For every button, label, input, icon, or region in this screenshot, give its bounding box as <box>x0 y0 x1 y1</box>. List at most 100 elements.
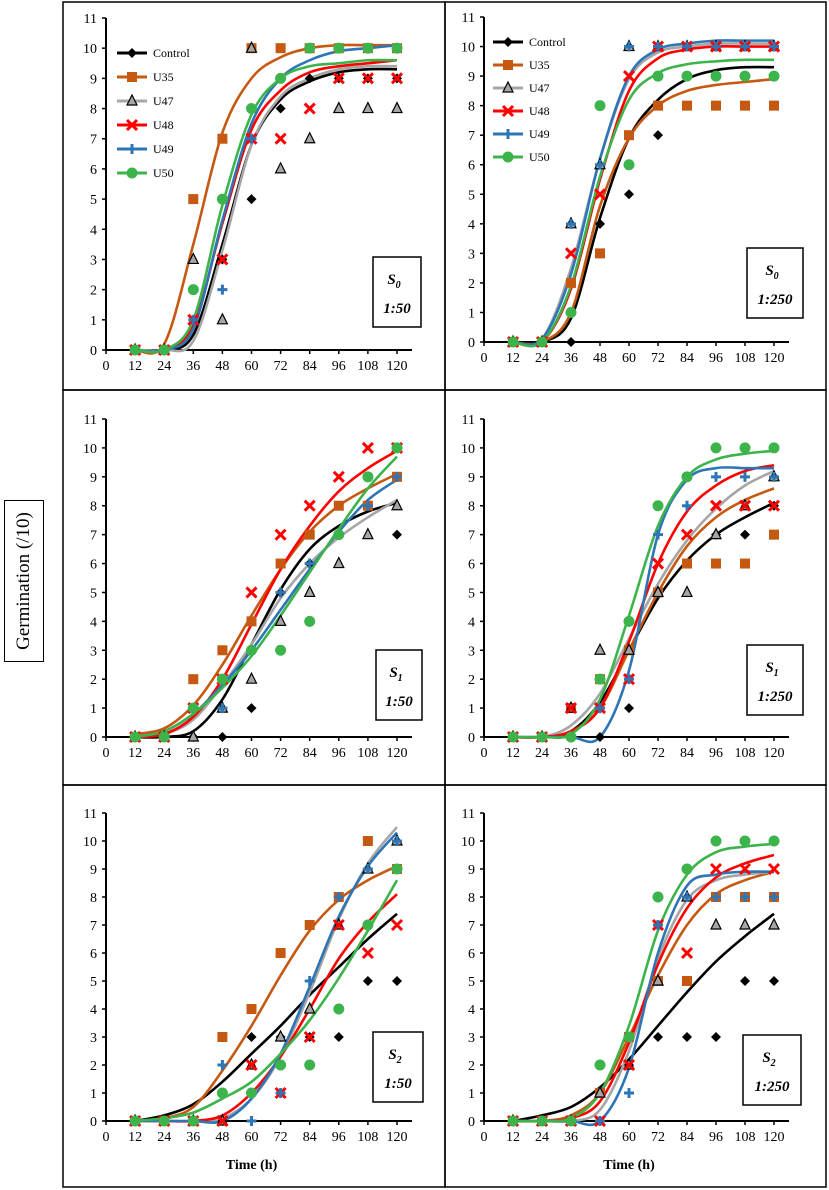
label-box-border <box>372 256 422 328</box>
x-tick-label: 84 <box>680 746 694 761</box>
data-point <box>304 920 315 930</box>
data-point <box>536 731 548 743</box>
data-point <box>739 917 751 930</box>
data-point <box>246 644 257 656</box>
fit-curve-u35 <box>512 870 775 1123</box>
y-tick-label: 3 <box>90 644 97 659</box>
data-point <box>566 218 576 229</box>
fit-curve-u48 <box>512 45 774 348</box>
data-point <box>594 1059 606 1071</box>
fit-curve-u49 <box>135 43 398 353</box>
data-point <box>767 862 781 876</box>
x-tick-label: 24 <box>157 1130 171 1145</box>
data-point <box>275 644 287 656</box>
legend-label: U49 <box>153 142 174 156</box>
panel-border <box>62 784 446 1188</box>
data-point <box>391 42 403 54</box>
data-point <box>653 100 663 111</box>
data-point <box>129 1115 141 1127</box>
stress-subscript: 2 <box>396 1055 402 1066</box>
data-point <box>653 529 663 540</box>
y-tick-label: 4 <box>468 615 475 630</box>
data-point <box>275 1059 287 1071</box>
data-point <box>188 194 199 205</box>
fit-curve-control <box>134 912 398 1123</box>
data-point <box>740 558 750 569</box>
y-tick-label: 6 <box>468 558 475 573</box>
data-point <box>158 1115 170 1127</box>
stress-subscript: 1 <box>774 668 779 679</box>
series-control <box>508 976 779 1126</box>
legend-marker-circle-icon <box>126 167 138 179</box>
y-tick-label: 5 <box>90 586 97 601</box>
data-point <box>682 1032 692 1042</box>
legend-marker-triangle-icon <box>502 80 514 93</box>
data-point <box>333 500 344 511</box>
data-point <box>653 41 663 52</box>
data-point <box>594 1085 606 1098</box>
x-tick-label: 12 <box>506 746 520 761</box>
y-tick-label: 4 <box>90 1003 97 1018</box>
data-point <box>303 1001 316 1014</box>
data-point <box>332 470 345 483</box>
legend-marker-square-icon <box>503 60 513 70</box>
data-point <box>187 702 199 714</box>
x-tick-label: 108 <box>357 746 378 761</box>
data-point <box>304 976 315 986</box>
data-point <box>246 1087 257 1099</box>
label-box-border <box>375 649 423 721</box>
legend-label: U50 <box>529 150 550 164</box>
data-point <box>767 499 781 512</box>
data-point <box>216 193 228 205</box>
data-point <box>304 529 315 540</box>
fit-curve-u47 <box>512 469 775 740</box>
data-point <box>187 1115 199 1127</box>
data-point <box>536 336 548 348</box>
y-tick-label: 9 <box>468 471 475 486</box>
y-tick-label: 11 <box>462 413 475 428</box>
y-tick-label: 8 <box>468 100 475 115</box>
data-point <box>564 702 578 715</box>
data-point <box>274 528 287 541</box>
data-point <box>217 133 228 144</box>
x-tick-label: 0 <box>103 746 110 761</box>
data-point <box>739 442 751 454</box>
y-tick-label: 8 <box>90 891 97 906</box>
x-tick-label: 96 <box>332 359 346 374</box>
label-box-border <box>746 247 804 319</box>
y-tick-label: 1 <box>90 1087 97 1102</box>
y-tick-label: 7 <box>90 529 97 544</box>
stress-letter: S <box>389 665 397 681</box>
x-tick-label: 108 <box>735 746 756 761</box>
data-point <box>245 1058 258 1072</box>
data-point <box>245 671 258 684</box>
x-tick-label: 36 <box>186 746 200 761</box>
data-point <box>680 946 694 960</box>
data-point <box>507 731 519 743</box>
data-point <box>275 948 286 958</box>
y-tick-label: 1 <box>90 314 97 329</box>
x-tick-label: 0 <box>103 1130 110 1145</box>
data-point <box>682 41 692 52</box>
data-point <box>769 529 779 540</box>
data-point <box>361 441 374 454</box>
data-point <box>362 42 374 54</box>
y-tick-label: 7 <box>90 919 97 934</box>
y-tick-label: 8 <box>90 500 97 515</box>
x-tick-label: 120 <box>764 746 785 761</box>
data-point <box>275 1088 286 1098</box>
data-point <box>507 1115 519 1127</box>
data-point <box>275 587 286 598</box>
series-u49 <box>508 41 779 347</box>
y-axis-label-box: Germination (/10) <box>4 500 44 662</box>
y-tick-label: 11 <box>462 807 475 822</box>
data-point <box>711 100 721 111</box>
data-point <box>653 1032 663 1042</box>
y-tick-label: 0 <box>468 336 475 351</box>
data-point <box>711 558 721 569</box>
data-point <box>274 1029 287 1042</box>
ratio-label: 1:250 <box>758 292 793 308</box>
x-tick-label: 24 <box>535 746 549 761</box>
x-tick-label: 108 <box>735 1130 756 1145</box>
